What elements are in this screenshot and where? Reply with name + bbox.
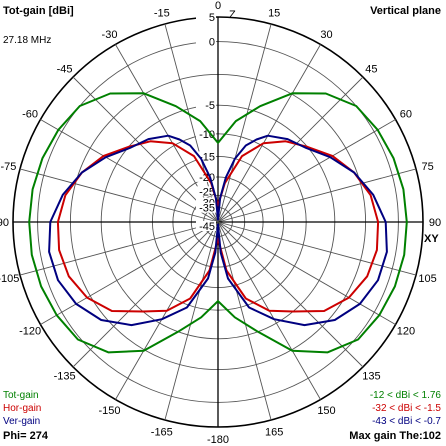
radial-tick-label: -25 xyxy=(199,186,215,198)
angle-tick-label: 150 xyxy=(317,405,335,417)
grid-spoke xyxy=(40,221,219,325)
angle-tick-label: -105 xyxy=(0,273,19,285)
radial-tick-label: 0 xyxy=(209,37,215,49)
grid-spoke xyxy=(72,221,219,368)
angle-tick-label: 120 xyxy=(397,326,415,338)
trace-hor-gain xyxy=(56,140,380,313)
max-gain-label: Max gain The:102 xyxy=(349,430,441,442)
radial-tick-label: -15 xyxy=(199,151,215,163)
frequency-label: 27.18 MHz xyxy=(3,35,52,46)
angle-tick-label: 135 xyxy=(362,370,380,382)
radial-label-bg xyxy=(196,36,216,47)
angle-tick-label: 15 xyxy=(268,7,280,19)
radial-label-bg xyxy=(196,197,216,208)
xy-axis-label: XY xyxy=(424,233,439,245)
plane-label: Vertical plane xyxy=(370,5,441,17)
angle-tick-label: -90 xyxy=(0,217,9,229)
angle-tick-label: -15 xyxy=(154,7,170,19)
angle-tick-label: -165 xyxy=(151,427,173,439)
grid-spoke xyxy=(217,168,417,223)
trace-ver-gain xyxy=(48,134,388,327)
chart-title: Tot-gain [dBi] xyxy=(3,5,74,17)
legend-ver-gain-label: Ver-gain xyxy=(3,416,41,427)
angle-tick-label: -45 xyxy=(57,64,73,76)
angle-tick-label: 45 xyxy=(365,64,377,76)
polar-grid xyxy=(12,16,424,428)
legend-hor-gain-label: Hor-gain xyxy=(3,403,42,414)
angle-tick-label: 75 xyxy=(421,161,433,173)
z-axis-label: Z xyxy=(229,9,236,21)
radial-label-bg xyxy=(196,186,216,197)
radial-label-bg xyxy=(196,12,216,22)
grid-spoke xyxy=(40,119,219,223)
grid-spoke xyxy=(217,221,272,421)
legend-tot-gain-label: Tot-gain xyxy=(3,390,39,401)
radial-label-bg xyxy=(196,100,216,111)
radial-tick-label: -45 xyxy=(199,221,215,233)
grid-spoke xyxy=(217,76,364,223)
phi-label: Phi= 274 xyxy=(3,430,48,442)
legend-tot-gain-range: -12 < dBi < 1.76 xyxy=(369,390,441,401)
angle-tick-label: 0 xyxy=(215,0,221,12)
grid-spoke xyxy=(19,168,219,223)
angle-tick-label: 90 xyxy=(429,217,441,229)
gain-traces xyxy=(28,92,408,354)
grid-spoke xyxy=(164,221,219,421)
legend-hor-gain-range: -32 < dBi < -1.5 xyxy=(372,403,441,414)
angle-tick-label: -150 xyxy=(98,405,120,417)
angle-tick-label: -30 xyxy=(102,29,118,41)
radial-label-bg xyxy=(196,221,216,231)
angle-tick-label: -180 xyxy=(207,434,229,446)
grid-spoke xyxy=(217,221,396,325)
angle-tick-label: -120 xyxy=(19,326,41,338)
radial-tick-label: 5 xyxy=(209,12,215,24)
angle-tick-label: -135 xyxy=(54,370,76,382)
angle-tick-label: 30 xyxy=(320,29,332,41)
angle-tick-label: 105 xyxy=(418,273,436,285)
grid-spoke xyxy=(217,23,272,223)
radial-tick-label: -35 xyxy=(199,203,215,215)
angle-tick-label: 60 xyxy=(400,109,412,121)
radial-labels: 50-5-10-15-20-25-30-35-45 xyxy=(196,12,216,233)
legend-ver-gain-range: -43 < dBi < -0.7 xyxy=(372,416,441,427)
radial-label-bg xyxy=(196,202,216,213)
radial-label-bg xyxy=(196,128,216,139)
radial-label-bg xyxy=(196,151,216,162)
trace-tot-gain xyxy=(28,92,408,354)
angle-tick-label: -75 xyxy=(0,161,16,173)
grid-spoke xyxy=(217,221,364,368)
radial-label-bg xyxy=(196,171,216,182)
angle-tick-label: -60 xyxy=(22,109,38,121)
angle-tick-label: 165 xyxy=(265,427,283,439)
radial-tick-label: -10 xyxy=(199,129,215,141)
radial-tick-label: -5 xyxy=(205,100,215,112)
grid-spoke xyxy=(217,44,321,223)
grid-spoke xyxy=(217,119,396,223)
grid-spoke xyxy=(72,76,219,223)
